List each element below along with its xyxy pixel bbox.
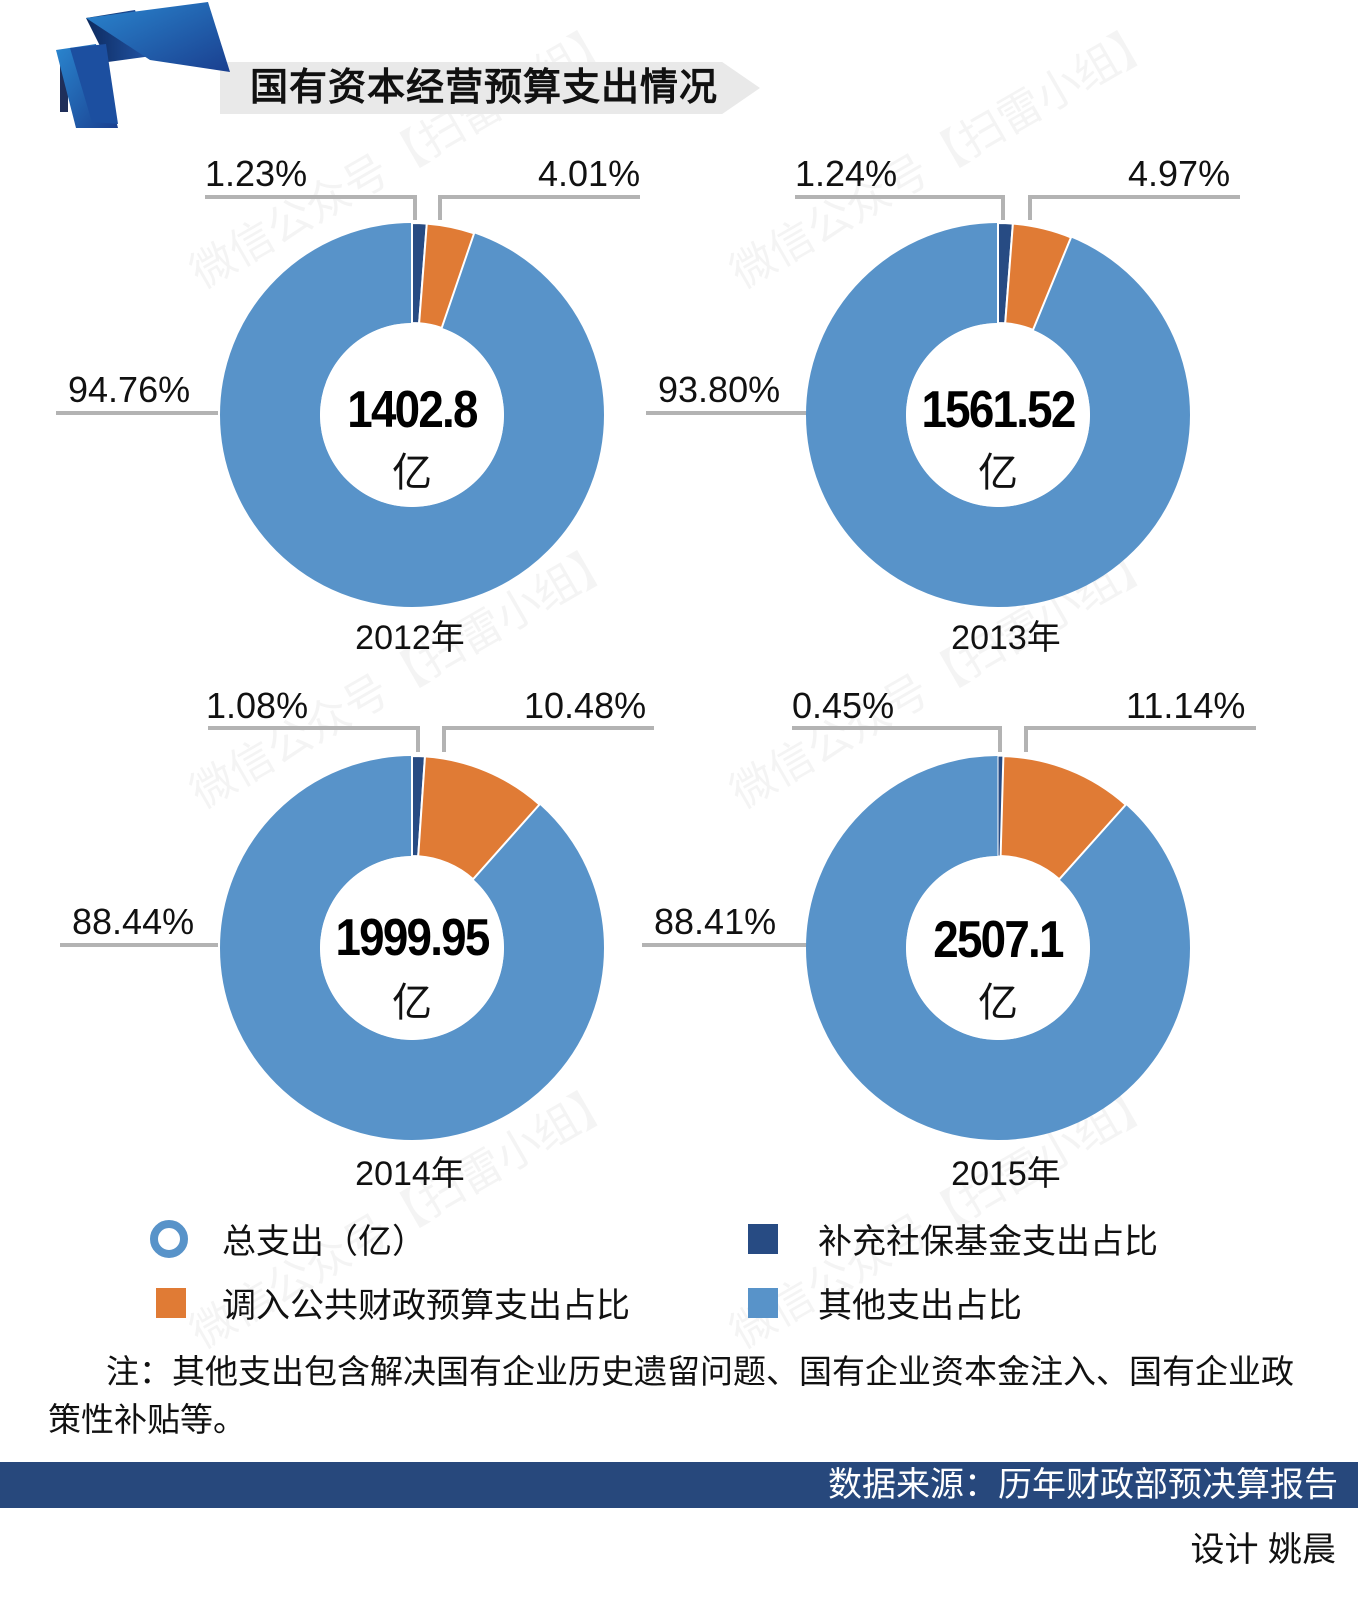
legend-label-other: 其他支出占比 [818,1287,1022,1325]
pct-other-2012: 94.76% [68,369,191,410]
source-bar: 数据来源：历年财政部预决算报告 [0,1462,1358,1508]
total-value-2012: 1402.8 [347,381,478,439]
donut-2015-graphic [642,726,1256,1140]
pct-social-2012: 1.23% [205,153,308,194]
page-title: 国有资本经营预算支出情况 [250,67,719,109]
pct-other-2015: 88.41% [654,901,777,942]
legend-label-public: 调入公共财政预算支出占比 [222,1287,630,1325]
pct-public-2014: 10.48% [524,685,647,726]
legend-item-social: 补充社保基金支出占比 [748,1214,1158,1263]
pct-other-2013: 93.80% [658,369,781,410]
pct-public-2012: 4.01% [538,153,641,194]
chart-legend: 总支出（亿） 补充社保基金支出占比 调入公共财政预算支出占比 其他支出占比 [0,1200,1358,1330]
total-unit-2012: 亿 [392,451,432,495]
pct-public-2015: 11.14% [1126,685,1246,726]
total-value-2015: 2507.1 [933,911,1064,969]
pct-social-2015: 0.45% [792,685,895,726]
donut-chart-2014: 1.08% 10.48% 88.44% 1999.95 亿 2014年 [0,670,654,1200]
header-accent-bar [60,62,68,112]
ring-swatch-icon [150,1219,188,1258]
pct-social-2013: 1.24% [795,153,898,194]
legend-item-total: 总支出（亿） [150,1214,426,1263]
donut-chart-2015: 0.45% 11.14% 88.41% 2507.1 亿 2015年 [590,670,1256,1200]
year-label-2015: 2015年 [951,1155,1061,1193]
pct-social-2014: 1.08% [206,685,309,726]
data-source: 数据来源：历年财政部预决算报告 [828,1466,1338,1504]
donut-chart-2012: 1.23% 4.01% 94.76% 1402.8 亿 2012年 [0,140,640,670]
section-number: 2 [117,53,145,109]
legend-item-other: 其他支出占比 [748,1278,1022,1327]
total-unit-2015: 亿 [978,981,1018,1025]
pct-other-2014: 88.44% [72,901,195,942]
year-label-2012: 2012年 [355,619,465,657]
legend-item-public: 调入公共财政预算支出占比 [156,1278,630,1327]
total-value-2013: 1561.52 [921,381,1076,439]
design-credit: 设计 姚晨 [1190,1531,1336,1569]
pct-public-2013: 4.97% [1128,153,1231,194]
donut-2013-graphic [646,195,1240,607]
year-label-2013: 2013年 [951,619,1061,657]
donut-2014-graphic [60,726,654,1140]
square-swatch-icon [748,1287,778,1318]
year-label-2014: 2014年 [355,1155,465,1193]
section-header: 2 国有资本经营预算支出情况 [0,0,820,140]
total-unit-2014: 亿 [392,981,432,1025]
legend-label-social: 补充社保基金支出占比 [818,1223,1158,1261]
square-swatch-icon [748,1223,778,1254]
donut-chart-2013: 1.24% 4.97% 93.80% 1561.52 亿 2013年 [590,140,1240,670]
section-number-badge-icon [56,2,230,128]
square-swatch-icon [156,1287,186,1318]
donut-2012-graphic [56,195,640,607]
legend-label-total: 总支出（亿） [222,1223,426,1261]
total-value-2014: 1999.95 [335,909,490,967]
total-unit-2013: 亿 [978,451,1018,495]
footnote: 注：其他支出包含解决国有企业历史遗留问题、国有企业资本金注入、国有企业政策性补贴… [48,1353,1294,1438]
header-ribbon [220,62,760,114]
